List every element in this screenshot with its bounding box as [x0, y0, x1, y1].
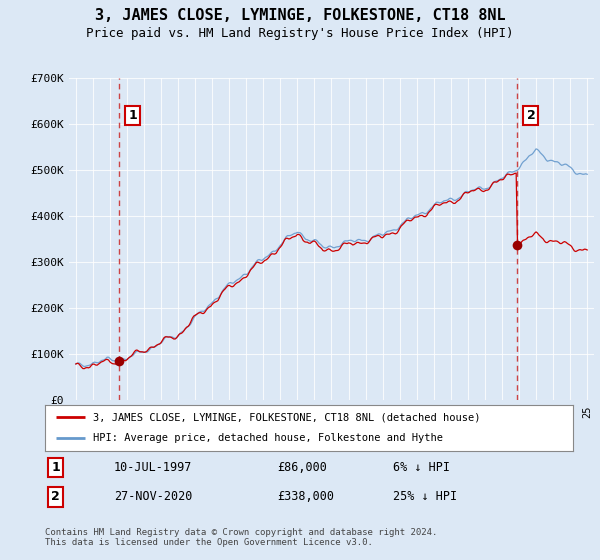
Text: 2: 2: [527, 109, 535, 122]
Text: 3, JAMES CLOSE, LYMINGE, FOLKESTONE, CT18 8NL (detached house): 3, JAMES CLOSE, LYMINGE, FOLKESTONE, CT1…: [92, 412, 480, 422]
Text: 3, JAMES CLOSE, LYMINGE, FOLKESTONE, CT18 8NL: 3, JAMES CLOSE, LYMINGE, FOLKESTONE, CT1…: [95, 8, 505, 24]
Text: Contains HM Land Registry data © Crown copyright and database right 2024.
This d: Contains HM Land Registry data © Crown c…: [45, 528, 437, 547]
Text: Price paid vs. HM Land Registry's House Price Index (HPI): Price paid vs. HM Land Registry's House …: [86, 27, 514, 40]
Text: £338,000: £338,000: [277, 491, 334, 503]
Text: £86,000: £86,000: [277, 461, 327, 474]
Text: 10-JUL-1997: 10-JUL-1997: [113, 461, 192, 474]
Text: 6% ↓ HPI: 6% ↓ HPI: [394, 461, 451, 474]
Text: 1: 1: [128, 109, 137, 122]
Text: 1: 1: [51, 461, 60, 474]
Text: 2: 2: [51, 491, 60, 503]
Text: 25% ↓ HPI: 25% ↓ HPI: [394, 491, 458, 503]
Text: HPI: Average price, detached house, Folkestone and Hythe: HPI: Average price, detached house, Folk…: [92, 433, 443, 444]
Text: 27-NOV-2020: 27-NOV-2020: [113, 491, 192, 503]
